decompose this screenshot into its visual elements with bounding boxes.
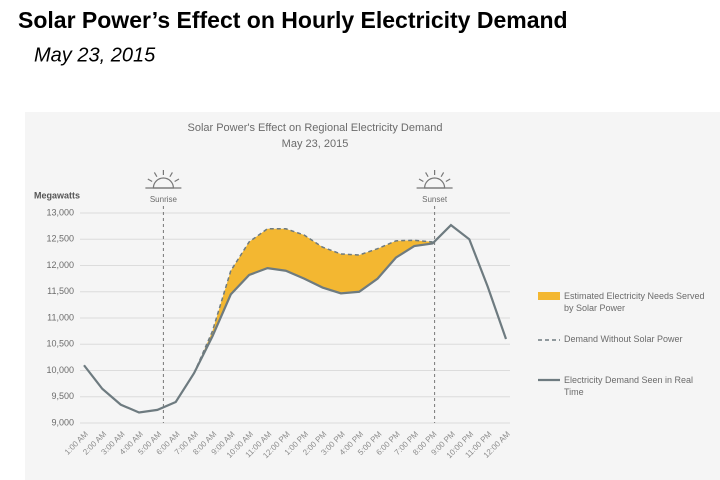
y-tick-label: 11,000 xyxy=(47,312,74,322)
page-title: Solar Power’s Effect on Hourly Electrici… xyxy=(18,7,568,33)
y-tick-label: 11,500 xyxy=(47,286,74,296)
sun-ray xyxy=(445,178,451,183)
series-line xyxy=(193,228,433,374)
legend-label: Estimated Electricity Needs Served by So… xyxy=(564,291,705,313)
y-tick-label: 9,000 xyxy=(51,417,74,427)
page-subtitle: May 23, 2015 xyxy=(34,44,156,66)
sun-ray xyxy=(425,172,429,178)
y-tick-label: 10,500 xyxy=(46,339,74,349)
y-tick-label: 12,000 xyxy=(46,260,74,270)
y-tick-label: 13,000 xyxy=(46,207,74,217)
annotation-label: Sunset xyxy=(422,195,448,204)
y-tick-label: 12,500 xyxy=(46,234,74,244)
legend-entry: Electricity Demand Seen in Real Time xyxy=(564,375,694,397)
chart-subtitle: May 23, 2015 xyxy=(282,138,349,150)
sun-ray xyxy=(440,172,445,178)
sun-ray xyxy=(147,178,153,183)
chart-title: Solar Power's Effect on Regional Electri… xyxy=(187,122,442,134)
legend-label: Electricity Demand Seen in Real Time xyxy=(564,375,694,397)
sun-ray xyxy=(174,178,180,183)
legend-label: Demand Without Solar Power xyxy=(564,334,683,344)
sun-icon xyxy=(424,177,446,189)
y-axis-label: Megawatts xyxy=(34,190,80,200)
legend-swatch xyxy=(538,292,560,300)
sun-ray xyxy=(418,178,424,183)
series-line xyxy=(83,223,508,414)
legend-entry: Demand Without Solar Power xyxy=(564,334,683,344)
solar-area xyxy=(194,228,433,374)
sun-ray xyxy=(169,172,173,178)
legend-entry: Estimated Electricity Needs Served by So… xyxy=(564,291,705,313)
chart-panel xyxy=(25,112,720,480)
y-tick-label: 9,500 xyxy=(51,391,74,401)
annotation-label: Sunrise xyxy=(150,195,178,204)
sun-icon xyxy=(152,177,174,189)
sun-ray xyxy=(153,172,158,178)
y-tick-label: 10,000 xyxy=(46,365,74,375)
